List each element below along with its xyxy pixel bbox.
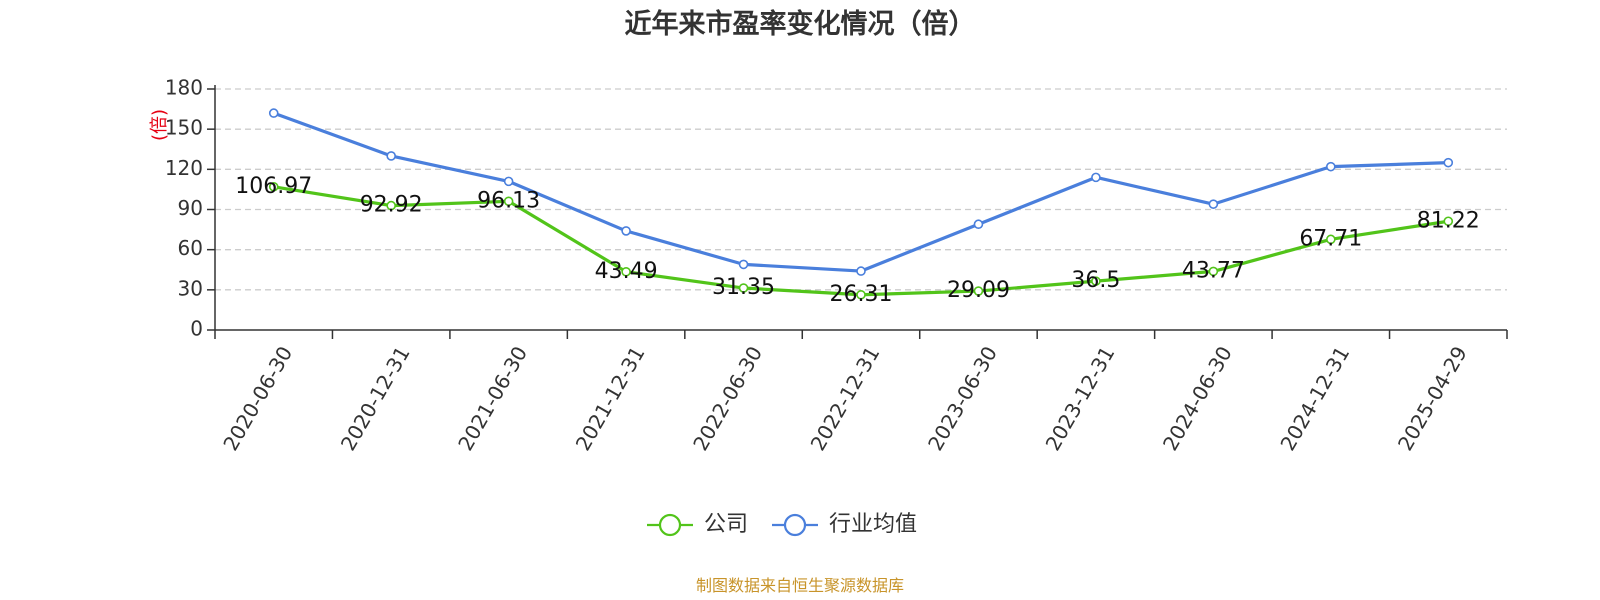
data-point-company[interactable]	[1208, 266, 1219, 277]
data-label: 31.35	[712, 275, 775, 300]
data-point-industry-average[interactable]	[386, 151, 396, 161]
grid-lines	[215, 88, 1507, 291]
data-label: 29.09	[947, 278, 1010, 303]
data-label: 67.71	[1299, 226, 1362, 251]
legend[interactable]: 公司 行业均值	[647, 512, 917, 537]
legend-label: 公司	[704, 512, 748, 537]
legend-circle-icon	[658, 513, 682, 537]
series-line-company	[273, 185, 1449, 297]
data-label: 92.92	[360, 193, 423, 218]
x-tick-label: 2023-12-31	[1041, 342, 1120, 455]
data-point-industry-average[interactable]	[1443, 157, 1454, 168]
x-tick-label: 2020-12-31	[336, 342, 415, 455]
data-point-industry-average[interactable]	[973, 219, 984, 230]
y-tick-label: 60	[178, 236, 203, 260]
chart-title: 近年来市盈率变化情况（倍）	[625, 8, 976, 40]
data-point-company[interactable]	[386, 200, 396, 211]
data-label: 43.77	[1182, 258, 1245, 283]
data-point-industry-average[interactable]	[503, 176, 514, 187]
y-axis-ticks: 0 30 60 90 120 150 180	[165, 76, 215, 341]
y-axis-label: (倍)	[149, 109, 170, 141]
y-tick-label: 150	[165, 116, 203, 140]
y-tick-label: 120	[165, 156, 203, 180]
x-tick-label: 2022-06-30	[688, 342, 767, 455]
data-label: 81.22	[1417, 208, 1480, 233]
x-axis-ticks: 2020-06-30 2020-12-31 2021-06-30 2021-12-31…	[214, 330, 1508, 455]
legend-circle-icon	[783, 513, 807, 537]
data-point-industry-average[interactable]	[738, 259, 749, 270]
x-tick-label: 2020-06-30	[218, 342, 297, 455]
y-tick-label: 90	[178, 196, 203, 220]
x-tick-label: 2021-12-31	[571, 342, 650, 455]
data-label: 26.31	[830, 282, 893, 307]
data-point-industry-average[interactable]	[621, 226, 631, 236]
y-tick-label: 30	[178, 276, 203, 300]
data-point-company[interactable]	[973, 286, 984, 296]
data-point-industry-average[interactable]	[1326, 161, 1336, 172]
x-tick-label: 2022-12-31	[806, 342, 885, 455]
data-label: 96.13	[477, 188, 540, 213]
series-line-industry-average	[273, 111, 1449, 273]
x-tick-label: 2023-06-30	[923, 342, 1002, 455]
data-point-company[interactable]	[856, 289, 866, 300]
legend-label: 行业均值	[829, 512, 917, 537]
data-point-company[interactable]	[1091, 276, 1101, 286]
data-point-company[interactable]	[621, 266, 631, 277]
x-tick-label: 2024-12-31	[1275, 342, 1354, 455]
series-lines	[268, 108, 1454, 300]
y-tick-label: 0	[190, 317, 203, 341]
data-point-industry-average[interactable]	[1091, 172, 1101, 183]
data-label: 36.5	[1071, 268, 1120, 293]
data-labels: 106.97 92.92 96.13 43.49 31.35 26.31 29.09 36.5…	[235, 174, 1480, 307]
data-label: 43.49	[595, 259, 658, 284]
data-point-industry-average[interactable]	[856, 266, 866, 276]
legend-item-company[interactable]: 公司	[647, 512, 748, 537]
x-tick-label: 2025-04-29	[1393, 342, 1472, 455]
data-point-industry-average[interactable]	[1208, 199, 1219, 209]
source-note: 制图数据来自恒生聚源数据库	[696, 576, 904, 595]
data-point-company[interactable]	[268, 181, 279, 192]
data-point-company[interactable]	[738, 283, 749, 293]
x-tick-label: 2021-06-30	[453, 342, 532, 455]
data-point-company[interactable]	[503, 196, 514, 207]
x-tick-label: 2024-06-30	[1158, 342, 1237, 455]
data-point-company[interactable]	[1326, 234, 1336, 245]
data-label: 106.97	[235, 174, 312, 199]
data-point-industry-average[interactable]	[268, 108, 279, 118]
data-point-company[interactable]	[1443, 216, 1454, 227]
legend-item-industry-average[interactable]: 行业均值	[772, 512, 917, 537]
y-tick-label: 180	[165, 76, 203, 100]
